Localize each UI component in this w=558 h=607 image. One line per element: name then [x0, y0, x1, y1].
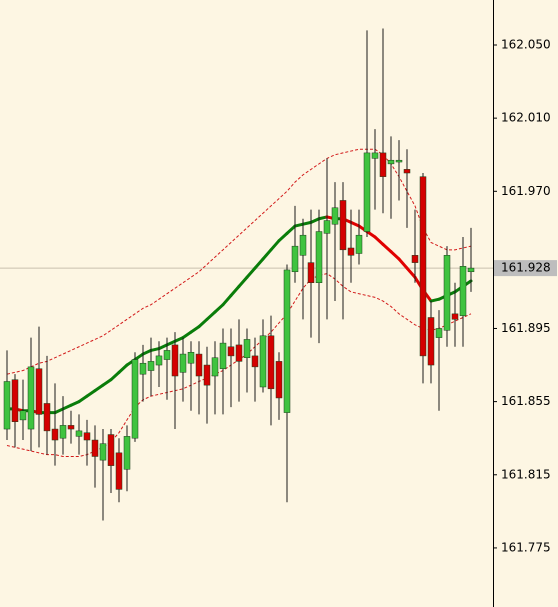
ma-segment — [189, 325, 201, 334]
ma-segment — [133, 352, 145, 362]
ma-segment — [181, 330, 193, 340]
candle-body — [171, 344, 179, 377]
candle-body — [419, 176, 427, 357]
candle-body — [195, 353, 203, 377]
current-price-box — [494, 260, 557, 277]
candle-body — [307, 262, 315, 283]
candle-body — [3, 381, 11, 430]
ma-segment — [237, 275, 249, 288]
candle-body — [227, 346, 235, 357]
candle-body — [299, 234, 307, 256]
candle-body — [395, 159, 403, 163]
candle-body — [251, 355, 259, 368]
ma-segment — [205, 310, 217, 321]
ma-segment — [101, 378, 113, 387]
candle-body — [363, 152, 371, 232]
ma-segment — [77, 394, 89, 404]
candle-body — [467, 267, 475, 273]
candle-body — [43, 403, 51, 432]
candle-body — [75, 430, 83, 437]
candle-body — [259, 335, 267, 388]
ma-segment — [197, 317, 209, 329]
ma-segment — [405, 266, 417, 279]
candle-body — [339, 200, 347, 251]
candle-body — [163, 350, 171, 360]
candle-body — [107, 434, 115, 466]
candle-body — [179, 353, 187, 373]
candle-body — [27, 366, 35, 430]
y-tick-label: 161.815 — [501, 467, 551, 481]
candle-body — [275, 361, 283, 399]
ma-segment — [85, 389, 97, 398]
candle-body — [67, 425, 75, 430]
ma-segment — [109, 370, 121, 382]
candle-body — [323, 220, 331, 234]
ma-segment — [389, 250, 401, 261]
candle-body — [411, 255, 419, 263]
candle-body — [11, 379, 19, 422]
ma-segment — [221, 294, 233, 307]
ma-segment — [373, 235, 385, 246]
candle-body — [147, 361, 155, 371]
ma-segment — [277, 231, 289, 243]
candle-body — [355, 234, 363, 254]
candle-body — [459, 266, 467, 316]
y-tick-label: 162.010 — [501, 111, 551, 125]
candle-body — [155, 355, 163, 366]
candle-body — [115, 452, 123, 490]
candle-body — [371, 152, 379, 159]
candle-body — [187, 351, 195, 364]
y-tick-label: 161.895 — [501, 321, 551, 335]
ma-segment — [245, 266, 257, 279]
candle-body — [35, 368, 43, 415]
candle-body — [379, 152, 387, 177]
y-tick-label: 161.775 — [501, 540, 551, 554]
ma-segment — [117, 363, 129, 374]
candle-body — [139, 362, 147, 375]
candle-body — [387, 159, 395, 165]
candle-body — [283, 269, 291, 413]
ma-segment — [269, 239, 281, 252]
y-tick-label: 161.855 — [501, 394, 551, 408]
candle-body — [219, 342, 227, 369]
candle-body — [83, 432, 91, 441]
candle-body — [403, 169, 411, 174]
candle-body — [443, 255, 451, 331]
ma-segment — [381, 242, 393, 254]
candle-body — [347, 247, 355, 256]
candle-body — [331, 207, 339, 225]
candle-body — [291, 245, 299, 273]
ma-segment — [285, 224, 297, 235]
ma-segment — [261, 248, 273, 261]
ma-segment — [365, 230, 377, 239]
candle-body — [235, 344, 243, 362]
ma-segment — [253, 257, 265, 270]
candle-body — [435, 328, 443, 338]
candle-body — [51, 428, 59, 441]
y-tick-label: 162.050 — [501, 37, 551, 51]
ma-segment — [213, 303, 225, 314]
candle-body — [19, 410, 27, 421]
candle-body — [211, 357, 219, 377]
candle-body — [315, 231, 323, 283]
current-price-label: 161.928 — [501, 261, 551, 275]
band-upper — [6, 148, 472, 375]
candle-body — [203, 364, 211, 386]
candle-body — [451, 313, 459, 320]
candle-body — [243, 339, 251, 358]
candle-body — [131, 359, 139, 439]
candle-body — [123, 436, 131, 470]
candle-body — [59, 425, 67, 439]
y-tick-label: 161.970 — [501, 184, 551, 198]
candle-body — [267, 335, 275, 390]
candle-body — [427, 317, 435, 366]
candle-body — [99, 443, 107, 461]
candle-body — [91, 439, 99, 457]
ma-segment — [93, 383, 105, 393]
ma-segment — [229, 284, 241, 298]
ma-segment — [397, 257, 409, 270]
